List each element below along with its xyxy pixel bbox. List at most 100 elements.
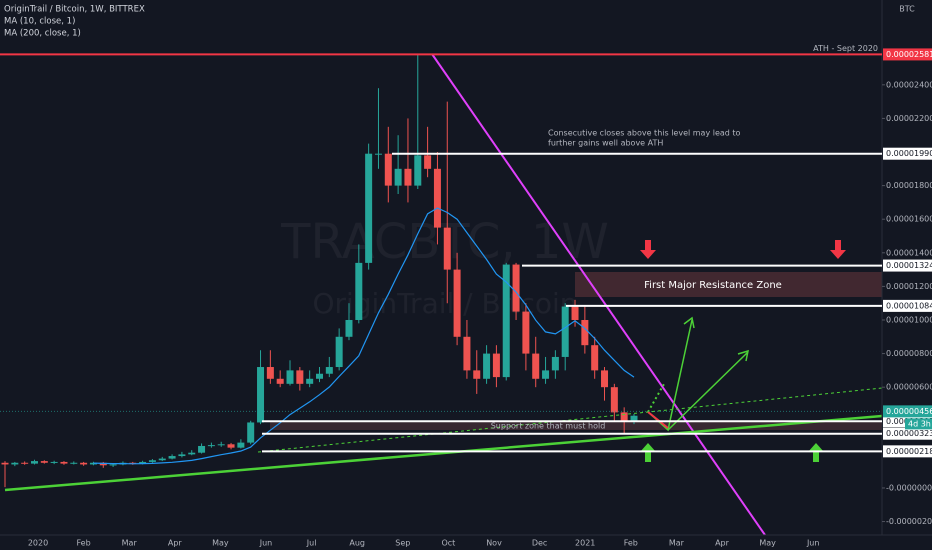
y-tick-label: 0.00001400 xyxy=(886,248,932,257)
candle-body xyxy=(207,445,215,447)
x-tick-label: Apr xyxy=(715,539,730,548)
candle-body xyxy=(21,462,29,464)
price-label-bg xyxy=(883,147,932,160)
currency: BTC xyxy=(899,5,915,14)
x-tick-label: Feb xyxy=(77,539,91,548)
trend-line xyxy=(431,53,766,536)
candle-body xyxy=(70,462,78,464)
y-tick-label: 0.00002400 xyxy=(886,80,932,89)
up-arrow xyxy=(808,443,824,462)
price-label: 0.00000456 xyxy=(886,407,932,416)
candle-body xyxy=(217,444,225,446)
price-label: 0.00002581 xyxy=(886,50,932,59)
candle-body xyxy=(394,168,402,186)
legend-entry: MA (10, close, 1) xyxy=(4,17,75,27)
candle-body xyxy=(345,319,353,337)
candle-body xyxy=(355,262,363,320)
candle-body xyxy=(571,306,579,320)
price-label: 0.00001324 xyxy=(886,261,932,270)
countdown-bg xyxy=(905,418,932,430)
ma-line xyxy=(93,207,635,465)
candle-body xyxy=(414,155,422,186)
resistance-zone xyxy=(575,272,882,297)
x-tick-label: 2021 xyxy=(575,539,595,548)
candle-body xyxy=(306,378,314,384)
candle-body xyxy=(276,378,284,384)
x-tick-label: Aug xyxy=(349,539,365,548)
y-tick-label: 0.00001200 xyxy=(886,282,932,291)
y-tick-label: 0.00001800 xyxy=(886,181,932,190)
candle-body xyxy=(453,269,461,337)
arrow xyxy=(667,349,749,431)
x-tick-label: Jul xyxy=(306,539,317,548)
candle-body xyxy=(492,353,500,378)
candle-body xyxy=(227,444,235,448)
y-tick-label: -0.00000000 xyxy=(886,483,932,492)
candle-body xyxy=(80,462,88,465)
x-tick-label: 2020 xyxy=(28,539,48,548)
candle-body xyxy=(286,370,294,384)
up-arrow xyxy=(640,443,656,462)
arrow xyxy=(647,383,665,413)
arrow xyxy=(647,316,695,432)
candle-body xyxy=(591,345,599,371)
countdown: 4d 3h xyxy=(908,419,931,428)
candle-body xyxy=(50,461,58,463)
annotation: Support zone that must hold xyxy=(491,422,606,431)
trend-line xyxy=(257,387,883,453)
candle-body xyxy=(551,356,559,371)
x-tick-label: May xyxy=(759,539,776,548)
candle-body xyxy=(188,452,196,455)
price-label-bg xyxy=(883,48,932,61)
price-label-bg xyxy=(883,445,932,458)
price-label: 0.00000323 xyxy=(886,429,932,438)
candle-body xyxy=(247,422,255,443)
trend-line xyxy=(4,414,883,492)
candle-body xyxy=(325,367,333,374)
candle-body xyxy=(40,461,48,463)
candle-body xyxy=(404,168,412,186)
candle-body xyxy=(630,415,638,421)
candle-body xyxy=(109,464,117,466)
price-label: 0.00000218 xyxy=(886,447,932,456)
candle-body xyxy=(601,370,609,388)
candle-body xyxy=(433,168,441,228)
candle-body xyxy=(139,461,147,464)
candle-body xyxy=(424,155,432,169)
candle-body xyxy=(532,353,540,379)
candle-body xyxy=(168,456,176,459)
candle-body xyxy=(561,306,569,357)
annotation: further gains well above ATH xyxy=(548,139,663,148)
candle-body xyxy=(384,153,392,186)
candle-body xyxy=(178,454,186,457)
candle-body xyxy=(512,264,520,312)
candle-body xyxy=(610,387,618,413)
x-tick-label: Nov xyxy=(486,539,502,548)
x-tick-label: Feb xyxy=(624,539,638,548)
candle-body xyxy=(502,264,510,378)
x-tick-label: Dec xyxy=(532,539,547,548)
price-label: 0.00001084 xyxy=(886,301,932,310)
down-arrow xyxy=(640,240,656,259)
down-arrow xyxy=(830,240,846,259)
support-zone xyxy=(270,421,882,430)
candle-body xyxy=(463,336,471,371)
x-tick-label: Sep xyxy=(395,539,410,548)
candle-body xyxy=(237,442,245,448)
chart-title: OriginTrail / Bitcoin, 1W, BITTREX xyxy=(4,5,145,15)
candle-body xyxy=(30,461,38,464)
candle-body xyxy=(620,412,628,421)
candle-body xyxy=(483,353,491,379)
x-tick-label: Mar xyxy=(122,539,138,548)
candle-body xyxy=(257,367,265,423)
y-tick-label: -0.00000200 xyxy=(886,517,932,526)
candle-body xyxy=(148,460,156,462)
x-tick-label: Jun xyxy=(806,539,820,548)
ath-text: ATH - Sept 2020 xyxy=(813,44,878,53)
candle-body xyxy=(99,462,107,466)
candle-body xyxy=(473,370,481,379)
candle-body xyxy=(522,311,530,354)
candle-body xyxy=(581,319,589,346)
